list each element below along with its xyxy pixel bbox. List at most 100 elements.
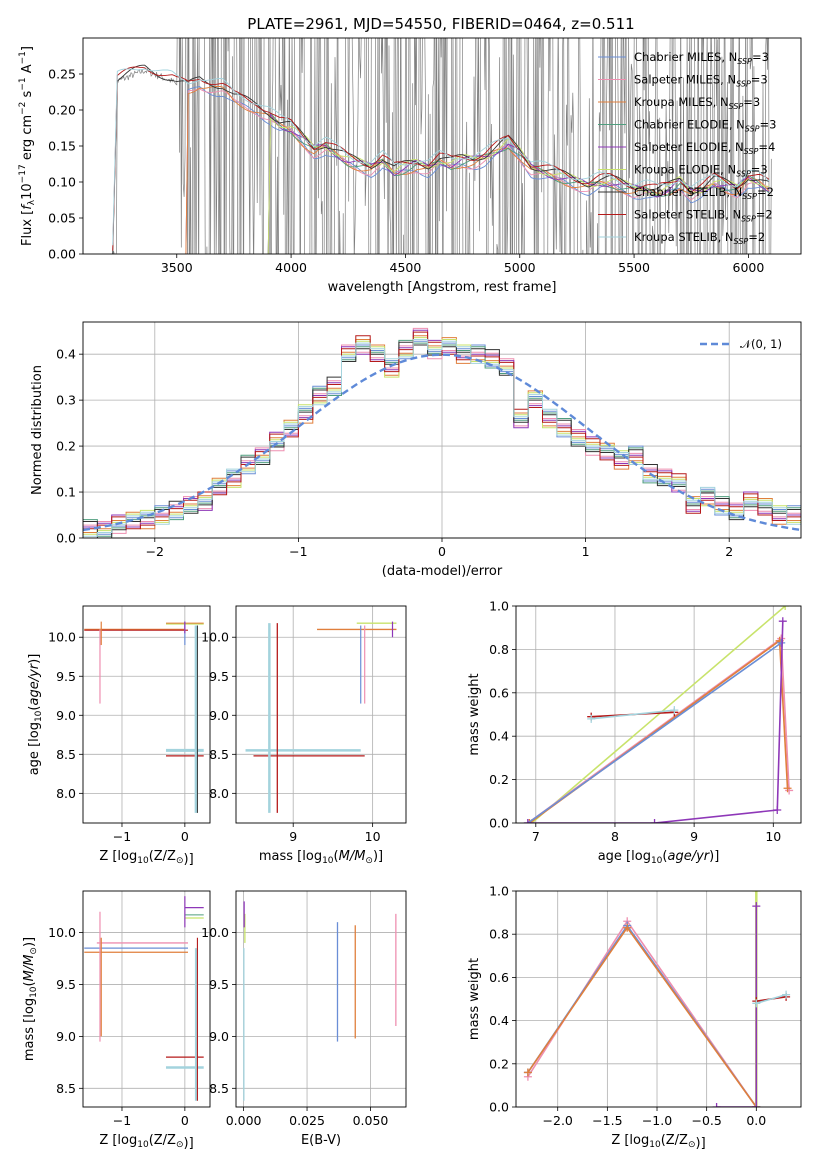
y-tick-label: 8.0 (209, 786, 229, 801)
legend-label: Salpeter MILES, NSSP=3 (634, 73, 768, 89)
histogram-line (83, 339, 801, 537)
y-tick-label: 10.0 (201, 925, 229, 940)
x-tick-label: 10 (365, 829, 381, 844)
age-vs-mass-x-axis-label: mass [log10(M/M⊙)] (259, 849, 383, 866)
mw-vs-age-plot-area (523, 606, 794, 823)
series-line (531, 606, 786, 823)
mass-vs-z-frame (82, 890, 211, 1108)
residuals-y-axis-label: Normed distribution (30, 365, 45, 495)
series-line (527, 924, 757, 1107)
x-tick-label: 2 (725, 544, 733, 559)
x-tick-label: 0 (181, 829, 189, 844)
x-tick-label: 0.0 (746, 1113, 766, 1128)
y-tick-label: 0.0 (56, 531, 76, 546)
age-vs-mass-axes: 9 10 8.0 8.5 9.0 9.5 10.0 (201, 606, 406, 844)
y-tick-label: 9.0 (56, 708, 76, 723)
x-tick-label: 6000 (733, 260, 765, 275)
age-vs-mass-frame (235, 605, 407, 824)
mw-vs-z-x-axis-label: Z [log10(Z/Z⊙)] (611, 1133, 705, 1151)
age-vs-z-axes: −1 0 8.0 8.5 9.0 9.5 10.0 (48, 606, 210, 844)
plots-layer: 3500 4000 4500 5000 5500 60000.000.050.100.15… (18, 37, 802, 1151)
x-tick-label: −2.0 (543, 1113, 573, 1128)
x-tick-label: 4500 (390, 260, 422, 275)
data-point (525, 819, 534, 823)
x-tick-label: 0.025 (289, 1113, 325, 1128)
x-tick-label: −1 (113, 829, 131, 844)
y-tick-label: 0.8 (489, 927, 509, 942)
x-tick-label: 10 (765, 829, 781, 844)
x-tick-label: −1 (113, 1113, 131, 1128)
x-tick-label: 0 (181, 1113, 189, 1128)
y-tick-label: 8.0 (56, 786, 76, 801)
mw-vs-z-axes: −2.0 −1.5 −1.0 −0.5 0.0 0.0 0.2 0.4 0.6 0.8 1.0 (489, 884, 801, 1128)
series-line (527, 642, 782, 823)
mass-vs-ebv-axes: 0.000 0.025 0.050 8.5 9.0 9.5 10.0 (201, 891, 406, 1128)
legend-label: Salpeter ELODIE, NSSP=4 (634, 140, 775, 156)
data-point (712, 1103, 721, 1107)
y-tick-label: 8.5 (209, 747, 229, 762)
legend-label: Kroupa STELIB, NSSP=2 (634, 230, 765, 246)
mass-vs-z-x-axis-label: Z [log10(Z/Z⊙)] (99, 1133, 193, 1151)
y-tick-label: 8.5 (56, 1081, 76, 1096)
y-tick-label: 0.4 (489, 1013, 509, 1028)
x-tick-label: 3500 (161, 260, 193, 275)
data-point (523, 1068, 532, 1077)
series-line (756, 993, 787, 1005)
x-tick-label: 9 (690, 829, 698, 844)
y-tick-label: 9.0 (209, 708, 229, 723)
data-point (670, 706, 679, 715)
data-point (587, 714, 596, 723)
y-tick-label: 0.3 (56, 393, 76, 408)
mass-vs-z-plot-area (84, 896, 204, 1101)
x-tick-label: 0.000 (226, 1113, 262, 1128)
x-tick-label: 5500 (618, 260, 650, 275)
figure-title: PLATE=2961, MJD=54550, FIBERID=0464, z=0… (247, 15, 634, 33)
y-tick-label: 0.1 (56, 485, 76, 500)
x-tick-label: −1.5 (592, 1113, 622, 1128)
x-tick-label: 1 (582, 544, 590, 559)
y-tick-label: 10.0 (48, 630, 76, 645)
spectrum-legend: Chabrier MILES, NSSP=3 Salpeter MILES, NS… (598, 50, 776, 246)
residuals-x-axis-label: (data-model)/error (382, 564, 503, 579)
x-tick-label: 5000 (504, 260, 536, 275)
spectrum-x-axis-label: wavelength [Angstrom, rest frame] (328, 280, 557, 295)
y-tick-label: 0.0 (489, 816, 509, 831)
series-line (591, 709, 675, 720)
mass-vs-ebv-plot-area (243, 901, 397, 1101)
y-tick-label: 9.5 (56, 669, 76, 684)
y-tick-label: 0.2 (56, 439, 76, 454)
legend-label: Salpeter STELIB, NSSP=2 (634, 208, 773, 224)
data-point (623, 923, 632, 932)
model-line (112, 66, 770, 251)
series-line (716, 906, 758, 1107)
y-tick-label: 9.0 (209, 1029, 229, 1044)
y-tick-label: 9.5 (56, 977, 76, 992)
age-vs-z-frame (82, 605, 211, 824)
y-tick-label: 0.8 (489, 642, 509, 657)
x-tick-label: −0.5 (691, 1113, 721, 1128)
y-tick-label: 0.2 (489, 772, 509, 787)
residuals-plot-area (83, 327, 801, 538)
residuals-frame (82, 321, 802, 539)
y-tick-label: 0.05 (48, 211, 76, 226)
y-tick-label: 8.5 (209, 1081, 229, 1096)
age-vs-z-x-axis-label: Z [log10(Z/Z⊙)] (99, 849, 193, 867)
spectrum-frame (82, 37, 802, 255)
y-tick-label: 0.25 (48, 67, 76, 82)
y-tick-label: 10.0 (48, 925, 76, 940)
data-point (752, 999, 761, 1008)
x-tick-label: −2 (146, 544, 164, 559)
mw-vs-z-frame (515, 890, 802, 1108)
mw-vs-age-y-axis-label: mass weight (467, 673, 482, 755)
y-tick-label: 0.15 (48, 139, 76, 154)
spectrum-plot-area (112, 38, 772, 254)
y-tick-label: 1.0 (489, 884, 509, 899)
mass-vs-ebv-x-axis-label: E(B-V) (301, 1133, 341, 1148)
legend-label: 𝒩(0, 1) (740, 337, 782, 351)
y-tick-label: 0.6 (489, 685, 509, 700)
series-line (529, 639, 789, 823)
model-line (112, 68, 770, 246)
y-tick-label: 0.00 (48, 247, 76, 262)
mw-vs-age-axes: 7 8 9 10 0.0 0.2 0.4 0.6 0.8 1.0 (489, 599, 801, 844)
mass-vs-z-y-axis-label: mass [log10(M/M⊙)] (22, 937, 39, 1061)
